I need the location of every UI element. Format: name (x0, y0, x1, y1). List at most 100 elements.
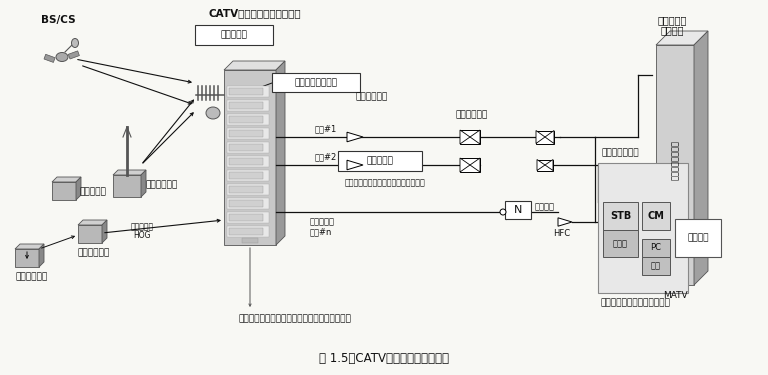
Bar (603, 202, 638, 230)
Bar (113, 175, 141, 197)
Text: PC: PC (650, 243, 661, 252)
Text: 集合住宅共聴設備: 集合住宅共聴設備 (670, 140, 680, 180)
Text: 地域自主放送番組（コミュニティチャンネル）: 地域自主放送番組（コミュニティチャンネル） (239, 315, 352, 324)
Text: 図 1.5　CATVの基本システム構成: 図 1.5 CATVの基本システム構成 (319, 352, 449, 366)
Text: CM: CM (647, 211, 664, 221)
Bar (536, 130, 554, 144)
Ellipse shape (206, 107, 220, 119)
Bar (229, 158, 263, 165)
Polygon shape (276, 61, 285, 245)
Polygon shape (536, 130, 545, 144)
Bar (229, 116, 263, 123)
Bar (505, 201, 531, 219)
Bar (227, 128, 269, 139)
Bar (642, 202, 670, 230)
Text: 幹線#n: 幹線#n (310, 228, 333, 237)
Polygon shape (347, 132, 363, 142)
Text: HFC: HFC (553, 230, 570, 238)
Bar (229, 88, 263, 95)
Bar (227, 170, 269, 181)
Polygon shape (15, 244, 44, 249)
Text: 光ノード: 光ノード (535, 202, 555, 211)
Text: ：＜広帯域・双方向・樹枝状ネット＞: ：＜広帯域・双方向・樹枝状ネット＞ (345, 178, 425, 188)
Text: 家庭（戸建て）: 家庭（戸建て） (602, 148, 640, 158)
Text: 同軸ケーブル: 同軸ケーブル (356, 93, 388, 102)
Polygon shape (460, 158, 470, 172)
Text: マンション: マンション (657, 15, 687, 25)
Text: HOG: HOG (134, 231, 151, 240)
Bar (227, 226, 269, 237)
Bar (229, 172, 263, 179)
Bar (229, 102, 263, 109)
Polygon shape (470, 158, 480, 172)
Bar (338, 151, 422, 171)
Polygon shape (470, 130, 480, 144)
Bar (224, 70, 276, 245)
Text: 双方向増幅器: 双方向増幅器 (456, 111, 488, 120)
Text: ＜トリプルプレイサービス＞: ＜トリプルプレイサービス＞ (600, 298, 670, 307)
Polygon shape (545, 159, 553, 171)
Polygon shape (656, 31, 708, 45)
Bar (227, 184, 269, 195)
Bar (227, 198, 269, 209)
Text: 宅内設備: 宅内設備 (687, 234, 709, 243)
Ellipse shape (56, 53, 68, 62)
Polygon shape (78, 220, 107, 225)
Text: 衛星配信局: 衛星配信局 (80, 188, 107, 196)
Text: 光ケーブル: 光ケーブル (131, 222, 154, 231)
Text: 光ケーブル: 光ケーブル (310, 217, 335, 226)
Bar (227, 114, 269, 125)
Polygon shape (52, 177, 81, 182)
Polygon shape (460, 130, 470, 144)
Bar (229, 200, 263, 207)
Text: 集合住宅: 集合住宅 (660, 25, 684, 35)
Bar (272, 73, 360, 92)
Text: 番組制作会社: 番組制作会社 (15, 273, 48, 282)
Bar (603, 230, 638, 257)
Text: 伝送路設備: 伝送路設備 (366, 156, 393, 165)
Bar (15, 249, 39, 267)
Bar (68, 51, 79, 59)
Bar (229, 214, 263, 221)
Bar (227, 212, 269, 223)
Bar (242, 238, 258, 243)
Polygon shape (113, 170, 146, 175)
Bar (227, 100, 269, 111)
Bar (44, 54, 55, 62)
Polygon shape (694, 31, 708, 285)
Circle shape (500, 209, 506, 215)
Text: 受信点設備: 受信点設備 (220, 30, 247, 39)
Text: N: N (514, 205, 522, 215)
Bar (642, 257, 670, 275)
Text: STB: STB (610, 211, 631, 221)
Bar (598, 163, 688, 293)
Bar (460, 158, 480, 172)
Polygon shape (39, 244, 44, 267)
Bar (52, 182, 76, 200)
Polygon shape (102, 220, 107, 243)
Bar (229, 186, 263, 193)
Text: 幹線#2: 幹線#2 (315, 153, 337, 162)
Bar (227, 86, 269, 97)
Polygon shape (141, 170, 146, 197)
Text: 電話: 電話 (651, 261, 661, 270)
Polygon shape (558, 218, 572, 226)
Bar (195, 25, 273, 45)
Bar (227, 142, 269, 153)
Bar (656, 45, 694, 285)
Text: CATV（ケーブルテレビ）局: CATV（ケーブルテレビ）局 (209, 8, 301, 18)
Polygon shape (545, 130, 554, 144)
Text: テレビ: テレビ (613, 239, 628, 248)
Bar (78, 225, 102, 243)
Polygon shape (76, 177, 81, 200)
Polygon shape (537, 159, 545, 171)
Bar (675, 219, 721, 257)
Bar (537, 159, 553, 171)
Polygon shape (347, 160, 363, 170)
Text: ヘッドエンド設備: ヘッドエンド設備 (294, 78, 337, 87)
Text: BS/CS: BS/CS (41, 15, 75, 25)
Text: 幹線#1: 幹線#1 (315, 124, 337, 134)
Text: MATV: MATV (663, 291, 687, 300)
Bar (227, 156, 269, 167)
Bar (229, 228, 263, 235)
